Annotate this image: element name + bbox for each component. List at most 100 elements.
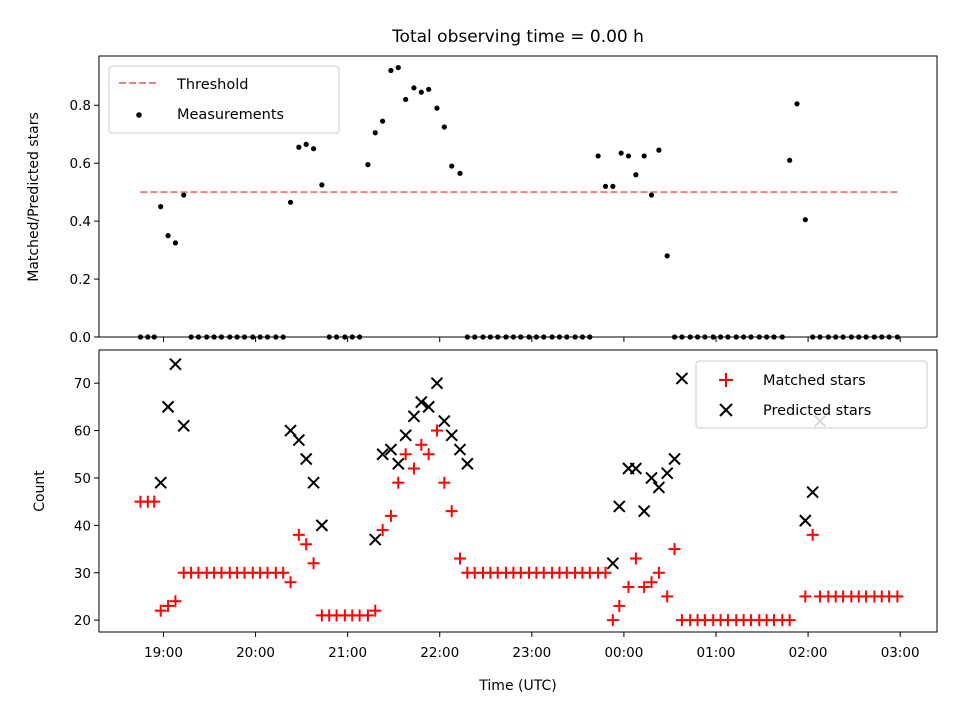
matched-star-point [300, 538, 313, 551]
top-panel: 0.00.20.40.60.8 Matched/Predicted stars … [26, 55, 938, 346]
chart-title: Total observing time = 0.00 h [391, 27, 644, 47]
measurement-point [365, 162, 371, 168]
measurement-point [787, 157, 793, 163]
matched-star-point [407, 462, 420, 475]
bottom-y-axis: 20 30 40 50 60 70 [74, 376, 99, 629]
top-legend-box [108, 65, 340, 134]
measurement-point [388, 67, 394, 74]
predicted-star-point [154, 476, 167, 489]
predicted-star-point [668, 452, 681, 466]
matched-star-point [599, 566, 612, 579]
predicted-legend-label: Predicted stars [763, 403, 871, 419]
measurement-point [449, 163, 455, 169]
measurement-point [595, 153, 601, 159]
matched-star-point [783, 614, 796, 627]
bottom-panel: Matched stars Predicted stars 20 30 40 50 60… [32, 349, 938, 694]
measurement-point [664, 253, 670, 259]
matched-star-point [445, 505, 458, 518]
measurement-point [610, 183, 616, 189]
predicted-star-point [161, 400, 175, 414]
matched-star-point [154, 604, 167, 617]
measurement-point [794, 101, 800, 107]
predicted-star-point [422, 400, 435, 414]
x-tick-label: 02:00 [789, 645, 828, 661]
x-tick-label: 22:00 [420, 645, 459, 661]
matched-star-point [652, 566, 665, 579]
matched-stars-series [134, 424, 904, 627]
top-y-tick-label: 0.8 [70, 98, 91, 114]
measurement-point [618, 150, 624, 156]
predicted-star-point [169, 358, 182, 371]
matched-star-point [606, 614, 619, 627]
matched-star-point [891, 590, 904, 603]
measurement-point [426, 86, 432, 92]
bottom-y-axis-label: Count [32, 470, 48, 512]
measurement-point [633, 172, 639, 178]
x-tick-label: 19:00 [144, 645, 183, 661]
measurement-point [648, 192, 655, 198]
predicted-star-point [637, 504, 651, 518]
matched-star-point [430, 424, 443, 437]
threshold-legend-label: Threshold [176, 77, 248, 93]
matched-legend-label: Matched stars [763, 373, 866, 389]
measurement-point [158, 204, 164, 210]
predicted-legend-marker [719, 403, 733, 417]
matched-star-point [162, 599, 175, 612]
predicted-star-point [299, 452, 313, 466]
matched-star-point [438, 476, 451, 489]
matched-star-point [422, 448, 435, 461]
bottom-y-tick-label: 70 [74, 376, 91, 392]
predicted-star-point [392, 457, 405, 470]
predicted-star-point [369, 533, 382, 546]
predicted-star-point [399, 429, 412, 442]
measurement-point [181, 192, 187, 198]
matched-star-point [629, 552, 642, 565]
predicted-star-point [292, 433, 306, 447]
matched-star-point [453, 552, 466, 565]
bottom-y-tick-label: 30 [74, 566, 91, 582]
matched-star-point [806, 528, 819, 541]
measurements-legend-marker [136, 112, 142, 118]
matched-star-point [369, 604, 382, 617]
matched-star-point [376, 524, 389, 537]
matched-star-point [148, 495, 161, 508]
measurement-point [434, 105, 440, 111]
measurement-point [395, 64, 401, 71]
predicted-star-point [660, 467, 674, 480]
matched-star-point [668, 543, 681, 556]
matched-star-point [645, 576, 658, 589]
top-plot-frame [98, 55, 938, 338]
measurement-point [380, 118, 386, 124]
predicted-star-point [445, 429, 458, 442]
predicted-star-point [415, 395, 428, 409]
x-tick-label: 20:00 [236, 645, 275, 661]
predicted-star-point [613, 500, 626, 513]
predicted-star-point [407, 410, 421, 423]
predicted-star-point [177, 419, 190, 433]
predicted-star-point [307, 476, 320, 489]
predicted-star-point [645, 471, 658, 485]
bottom-x-axis: 19:00 20:00 21:00 22:00 23:00 00:00 01:00 02:00… [144, 632, 920, 661]
bottom-y-tick-label: 60 [74, 424, 91, 440]
predicted-star-point [376, 448, 389, 461]
predicted-star-point [461, 457, 474, 470]
matched-star-point [638, 580, 651, 593]
bottom-y-tick-label: 40 [74, 518, 91, 534]
bottom-y-tick-label: 50 [74, 471, 91, 487]
top-x-axis [162, 337, 901, 342]
measurement-point [418, 89, 424, 95]
x-tick-label: 03:00 [881, 645, 920, 661]
predicted-star-point [315, 519, 329, 532]
matched-star-point [415, 438, 428, 451]
measurement-point [403, 96, 409, 103]
measurement-point [457, 170, 463, 176]
measurement-point [310, 146, 317, 152]
measurement-point [641, 153, 647, 159]
measurement-point [441, 124, 447, 130]
x-tick-label: 23:00 [512, 645, 551, 661]
matched-star-point [399, 448, 412, 461]
measurement-point [372, 130, 378, 136]
predicted-star-point [430, 376, 444, 390]
x-tick-label: 21:00 [328, 645, 367, 661]
bottom-legend-box [695, 360, 928, 429]
